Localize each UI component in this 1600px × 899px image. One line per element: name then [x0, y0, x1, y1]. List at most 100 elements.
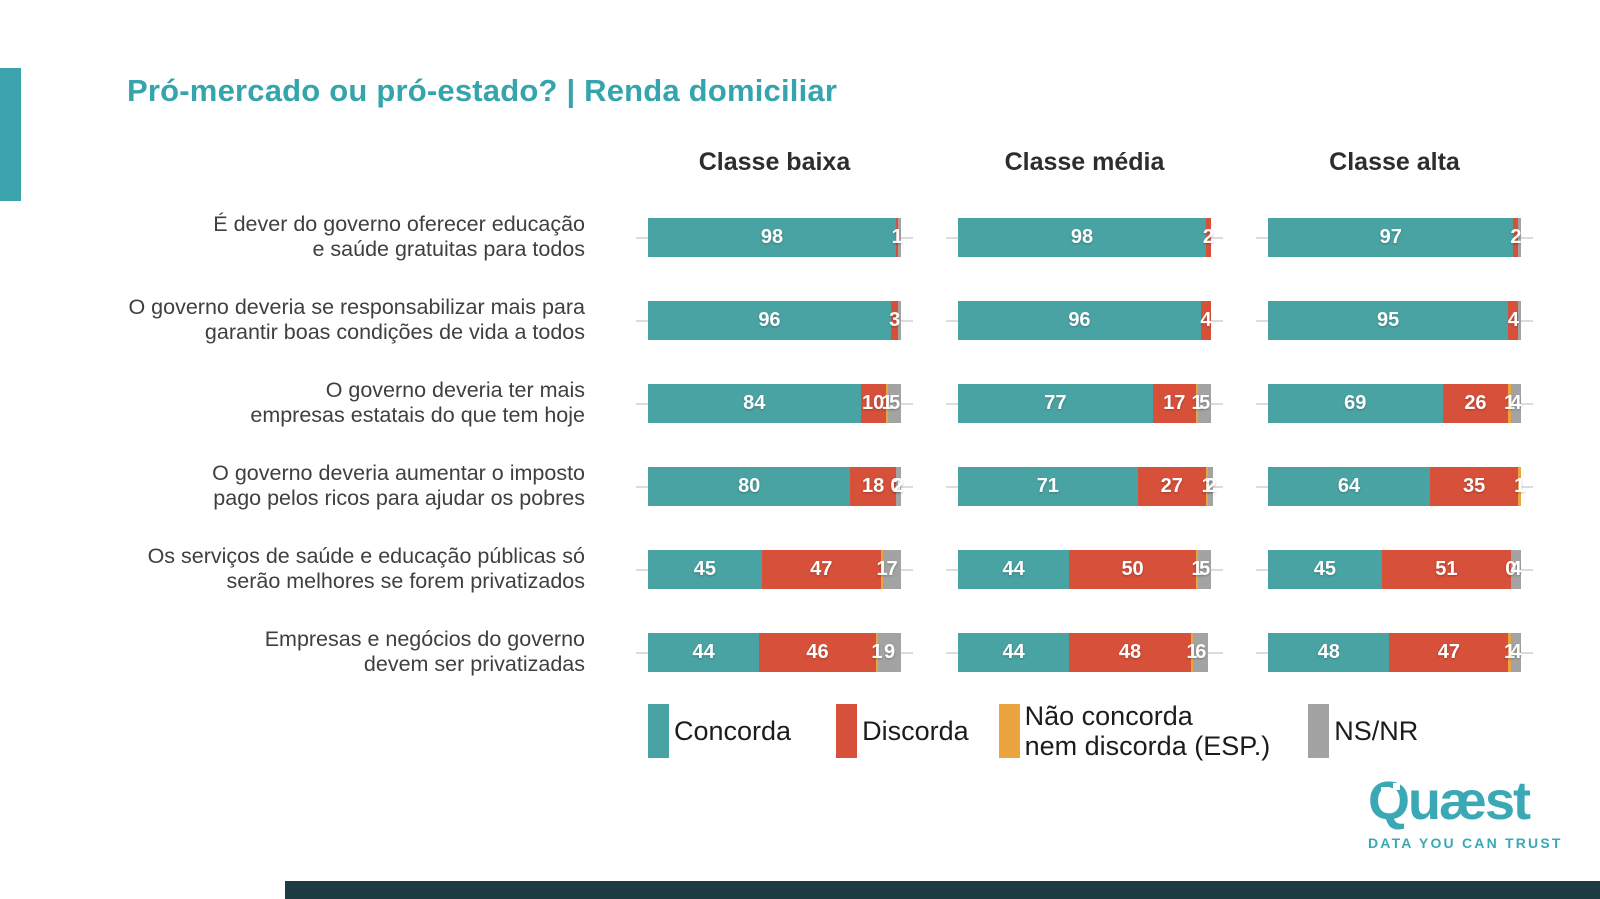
bar-cell-classe-alta-row-5: 45 51 0 4 [1256, 550, 1533, 633]
bar-segment-nao-concorda-nem-discorda-esp: 1 [1504, 384, 1515, 423]
legend-item-discorda: Discorda [836, 704, 969, 759]
bar-segment-nao-concorda-nem-discorda-esp: 1 [882, 384, 893, 423]
bar-segment-discorda: 48 [1069, 633, 1191, 672]
segment-value: 45 [693, 558, 717, 580]
bar-cell-classe-media-row-3: 77 17 1 5 [946, 384, 1223, 467]
bar-segment-discorda: 46 [759, 633, 876, 672]
segment-value: 7 [886, 558, 898, 580]
segment-value: 5 [1199, 558, 1211, 580]
bar-cell-classe-alta-row-4: 64 35 1 [1256, 467, 1533, 550]
segment-value: 51 [1435, 558, 1458, 580]
stacked-bar: 45 47 1 7 [648, 550, 901, 589]
segment-value: 48 [1317, 641, 1340, 663]
logo-tagline: DATA YOU CAN TRUST [1368, 835, 1563, 851]
segment-value: 3 [889, 309, 901, 331]
segment-value: 71 [1036, 475, 1059, 497]
segment-value: 1 [1191, 392, 1203, 414]
segment-value: 48 [1118, 641, 1142, 663]
bar-segment-nao-concorda-nem-discorda-esp: 1 [876, 550, 888, 589]
bar-segment-nao-concorda-nem-discorda-esp: 1 [1192, 550, 1203, 589]
segment-value: 35 [1463, 475, 1486, 497]
statement-label-line: O governo deveria ter mais [325, 378, 585, 402]
bar-segment-ns-nr: 7 [883, 550, 901, 589]
segment-value: 1 [1191, 558, 1203, 580]
bar-segment-nao-concorda-nem-discorda-esp: 1 [1504, 633, 1515, 672]
segment-value: 4 [1200, 309, 1212, 331]
bar-segment-ns-nr [898, 301, 901, 340]
bar-cell-classe-baixa-row-2: 96 3 [636, 301, 913, 384]
logo-pixel-3 [1384, 800, 1391, 807]
segment-value: 64 [1337, 475, 1361, 497]
bar-segment-concorda: 44 [958, 550, 1070, 589]
bar-segment-discorda: 4 [1200, 301, 1212, 340]
legend-swatch-ns-nr [1308, 704, 1330, 759]
segment-value: 0 [890, 475, 902, 497]
segment-value: 2 [1510, 226, 1522, 248]
statement-label-line: O governo deveria aumentar o imposto [212, 461, 585, 485]
legend-label-line: nem discorda (ESP.) [1024, 731, 1271, 762]
segment-value: 84 [743, 392, 766, 414]
segment-value: 6 [1195, 641, 1207, 663]
bar-segment-nao-concorda-nem-discorda-esp: 1 [1186, 633, 1198, 672]
bar-segment-discorda: 4 [1508, 301, 1519, 340]
segment-value: 18 [862, 475, 885, 497]
statement-label-line: É dever do governo oferecer educação [213, 212, 585, 236]
legend-label-ns-nr: NS/NR [1334, 716, 1418, 746]
bar-segment-discorda: 2 [1510, 218, 1522, 257]
bar-segment-discorda: 27 [1137, 467, 1206, 506]
segment-value: 1 [881, 392, 893, 414]
bar-segment-nao-concorda-nem-discorda-esp: 1 [1192, 384, 1203, 423]
bar-segment-discorda: 18 [850, 467, 896, 506]
legend-label-line: Não concorda [1024, 701, 1193, 731]
stacked-bar: 98 1 [648, 218, 903, 257]
segment-value: 1 [876, 558, 888, 580]
segment-value: 4 [1510, 641, 1522, 663]
stacked-bar: 71 27 1 2 [958, 467, 1217, 506]
bar-segment-concorda: 64 [1268, 467, 1430, 506]
bar-segment-concorda: 45 [648, 550, 762, 589]
segment-value: 1 [871, 641, 883, 663]
bar-segment-ns-nr: 4 [1510, 633, 1522, 672]
left-accent-bar [0, 68, 21, 201]
segment-value: 2 [892, 475, 905, 497]
segment-value: 5 [889, 392, 901, 414]
statement-label: Empresas e negócios do governo devem ser … [68, 627, 603, 710]
bar-segment-discorda: 10 [860, 384, 886, 423]
bar-segment-concorda: 98 [958, 218, 1206, 257]
segment-value: 45 [1313, 558, 1337, 580]
bar-segment-ns-nr: 2 [1205, 467, 1217, 506]
legend-label-line: Concorda [674, 716, 792, 747]
segment-value: 44 [1002, 641, 1025, 663]
legend-label-line: Discorda [862, 716, 969, 747]
segment-value: 27 [1160, 475, 1183, 497]
stacked-bar: 44 48 1 6 [958, 633, 1211, 672]
statement-label: É dever do governo oferecer educação e sa… [68, 212, 603, 295]
chart-grid: Classe baixa Classe média Classe alta É dev… [68, 140, 1533, 716]
segment-value: 10 [862, 392, 885, 414]
bar-cell-classe-baixa-row-6: 44 46 1 9 [636, 633, 913, 716]
bar-segment-discorda: 2 [1203, 218, 1214, 257]
header-spacer [68, 140, 603, 218]
segment-value: 1 [1201, 475, 1213, 497]
segment-value: 69 [1344, 392, 1367, 414]
legend-swatch-discorda [836, 704, 858, 759]
bar-segment-discorda: 50 [1069, 550, 1196, 589]
segment-value: 26 [1464, 392, 1487, 414]
stacked-bar: 95 4 [1268, 301, 1521, 340]
legend-item-concorda: Concorda [648, 704, 792, 759]
column-header-classe-media: Classe média [1004, 148, 1165, 176]
segment-value: 5 [1199, 392, 1211, 414]
segment-value: 0 [1505, 558, 1517, 580]
statement-label-line: pago pelos ricos para ajudar os pobres [213, 486, 585, 511]
statement-label: O governo deveria se responsabilizar mai… [68, 295, 603, 378]
bar-segment-ns-nr: 4 [1510, 384, 1521, 423]
stacked-bar: 77 17 1 5 [958, 384, 1211, 423]
segment-value: 46 [806, 641, 829, 663]
bar-cell-classe-media-row-5: 44 50 1 5 [946, 550, 1223, 633]
legend-swatch-concorda [648, 704, 669, 759]
segment-value: 98 [1070, 226, 1094, 248]
stacked-bar: 64 35 1 [1268, 467, 1525, 506]
segment-value: 1 [1504, 641, 1516, 663]
page-title: Pró-mercado ou pró-estado? | Renda domic… [127, 72, 838, 108]
